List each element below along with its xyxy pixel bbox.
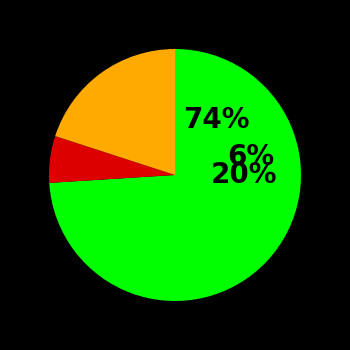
Wedge shape — [55, 49, 175, 175]
Wedge shape — [49, 136, 175, 183]
Text: 20%: 20% — [211, 161, 278, 189]
Text: 74%: 74% — [183, 106, 250, 134]
Text: 6%: 6% — [228, 144, 275, 172]
Wedge shape — [49, 49, 301, 301]
